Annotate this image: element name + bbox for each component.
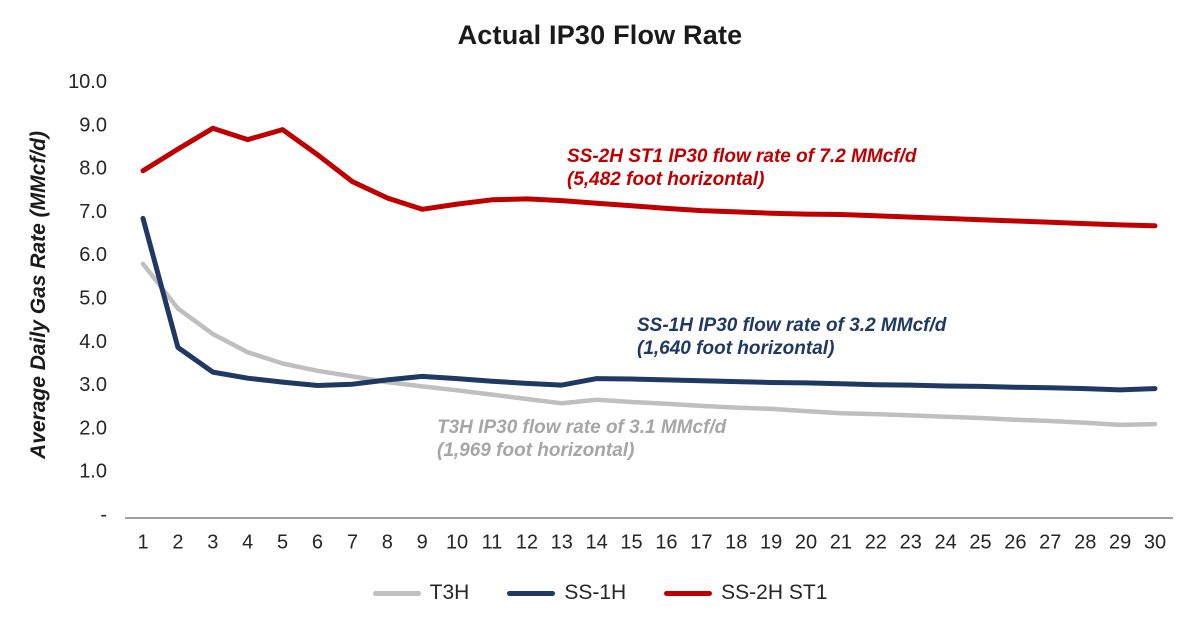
x-tick-label: 3 <box>207 531 218 553</box>
x-tick-label: 30 <box>1144 531 1166 553</box>
x-tick-label: 1 <box>137 531 148 553</box>
y-tick-label: 5.0 <box>79 288 107 310</box>
x-tick-label: 21 <box>830 531 852 553</box>
y-tick-label: 1.0 <box>79 461 107 483</box>
series-line-ss-2h-st1 <box>140 125 1158 229</box>
x-tick-label: 20 <box>795 531 817 553</box>
annotation-ss1h-line1: SS-1H IP30 flow rate of 3.2 MMcf/d <box>637 315 947 336</box>
x-tick-label: 18 <box>725 531 747 553</box>
chart-title: Actual IP30 Flow Rate <box>457 20 743 50</box>
annotation-t3h: T3H IP30 flow rate of 3.1 MMcf/d (1,969 … <box>437 416 726 462</box>
x-tick-label: 19 <box>760 531 782 553</box>
annotation-ss1h-line2: (1,640 foot horizontal) <box>637 338 835 359</box>
x-tick-label: 9 <box>417 531 428 553</box>
x-tick-label: 15 <box>620 531 642 553</box>
x-tick-label: 27 <box>1039 531 1061 553</box>
x-tick-label: 7 <box>347 531 358 553</box>
x-tick-label: 12 <box>516 531 538 553</box>
x-tick-label: 11 <box>482 531 503 553</box>
x-tick-label: 26 <box>1004 531 1026 553</box>
annotation-ss2h-line1: SS-2H ST1 IP30 flow rate of 7.2 MMcf/d <box>567 146 917 167</box>
x-tick-label: 6 <box>312 531 323 553</box>
x-tick-label: 14 <box>586 531 608 553</box>
y-tick-label: 7.0 <box>79 201 107 223</box>
x-tick-label: 16 <box>655 531 677 553</box>
x-tick-label: 24 <box>934 531 956 553</box>
legend-item-ss2h: SS-2H ST1 <box>664 581 827 605</box>
legend-item-t3h: T3H <box>372 581 470 605</box>
x-tick-label: 17 <box>690 531 712 553</box>
y-tick-label: 10.0 <box>68 71 107 93</box>
x-tick-label: 22 <box>865 531 887 553</box>
x-tick-label: 10 <box>446 531 468 553</box>
x-tick-label: 4 <box>242 531 253 553</box>
x-tick-label: 5 <box>277 531 288 553</box>
y-tick-label: 6.0 <box>79 244 107 266</box>
annotation-t3h-line1: T3H IP30 flow rate of 3.1 MMcf/d <box>437 417 727 438</box>
t3h-line-swatch-icon <box>372 590 421 596</box>
legend-label-ss2h: SS-2H ST1 <box>721 581 828 604</box>
annotation-t3h-line2: (1,969 foot horizontal) <box>437 440 635 461</box>
y-tick-label: 8.0 <box>79 158 107 180</box>
series-line-t3h <box>140 261 1158 428</box>
x-tick-label: 23 <box>900 531 922 553</box>
y-tick-label: 9.0 <box>79 114 107 136</box>
x-tick-label: 2 <box>172 531 183 553</box>
y-tick-label: 3.0 <box>79 374 107 396</box>
x-tick-label: 25 <box>969 531 991 553</box>
legend: T3H SS-1H SS-2H ST1 <box>0 578 1200 608</box>
annotation-ss1h: SS-1H IP30 flow rate of 3.2 MMcf/d (1,64… <box>637 314 946 360</box>
x-tick-label: 29 <box>1109 531 1131 553</box>
series-line-ss-1h <box>140 215 1158 393</box>
annotation-ss2h-line2: (5,482 foot horizontal) <box>567 169 765 190</box>
x-tick-label: 28 <box>1074 531 1096 553</box>
y-tick-label: 4.0 <box>79 331 107 353</box>
x-tick-label: 13 <box>551 531 573 553</box>
x-tick-label: 8 <box>382 531 393 553</box>
legend-label-ss1h: SS-1H <box>564 581 627 604</box>
legend-item-ss1h: SS-1H <box>507 581 626 605</box>
legend-label-t3h: T3H <box>429 581 470 604</box>
ss2h-line-swatch-icon <box>664 590 713 596</box>
annotation-ss2h: SS-2H ST1 IP30 flow rate of 7.2 MMcf/d (… <box>567 145 916 191</box>
y-tick-label: - <box>100 504 107 526</box>
y-tick-label: 2.0 <box>79 417 107 439</box>
ss1h-line-swatch-icon <box>507 590 556 596</box>
